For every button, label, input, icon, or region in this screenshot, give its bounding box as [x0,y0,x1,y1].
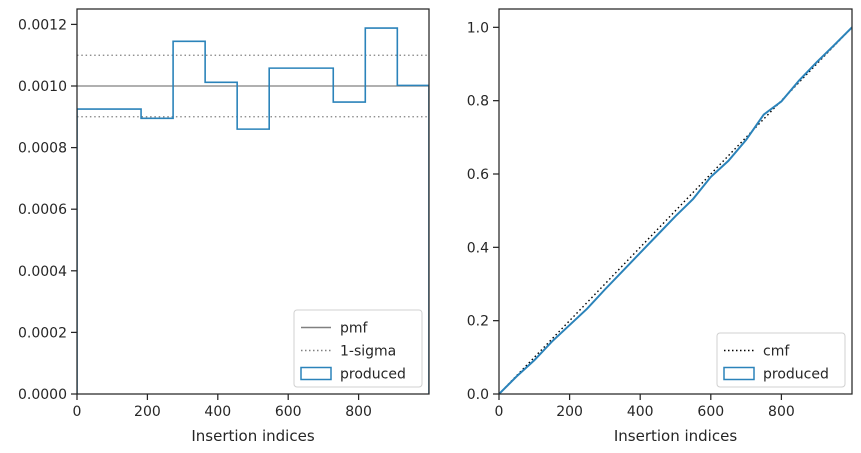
y-tick-label: 0.0 [467,387,489,403]
x-tick-label: 600 [275,404,302,420]
y-tick-label: 0.2 [467,314,489,330]
x-tick-label: 200 [134,404,161,420]
x-tick-label: 200 [556,404,583,420]
y-tick-label: 0.0008 [18,141,67,157]
x-axis-label: Insertion indices [191,427,314,445]
x-tick-label: 800 [768,404,795,420]
y-tick-label: 0.0012 [18,17,67,33]
y-tick-label: 0.4 [467,240,489,256]
axes-frame [76,8,430,395]
y-tick-label: 0.0000 [18,387,67,403]
y-tick-label: 0.0006 [18,202,67,218]
x-tick-label: 400 [627,404,654,420]
y-tick-label: 0.0010 [18,79,67,95]
y-tick-label: 0.0002 [18,325,67,341]
histogram-step [77,27,429,394]
legend-label: produced [340,367,406,383]
right-axes: 0 200 400 600 800 0.0 0.2 0.4 0.6 0.8 1.0 Insertion… [467,8,853,445]
x-tick-label: 800 [345,404,372,420]
legend-label: 1-sigma [340,344,396,360]
y-tick-label: 0.6 [467,167,489,183]
axes-frame [498,8,853,395]
x-tick-label: 400 [204,404,231,420]
x-tick-label: 600 [697,404,724,420]
x-tick-label: 0 [495,404,504,420]
x-axis-label: Insertion indices [614,427,737,445]
legend-label: cmf [763,344,790,360]
x-tick-label: 0 [73,404,82,420]
legend-swatch [300,366,332,381]
legend-label: produced [763,367,829,383]
y-tick-label: 1.0 [467,20,489,36]
y-tick-label: 0.8 [467,94,489,110]
legend-box [716,332,846,388]
y-tick-label: 0.0004 [18,264,67,280]
legend-swatch [723,366,755,381]
produced-line [499,26,852,394]
legend-label: pmf [340,321,369,337]
left-axes: 0 200 400 600 800 0.0000 0.0002 0.0004 0.0006 0.0… [18,8,430,445]
cmf-line [499,26,852,394]
